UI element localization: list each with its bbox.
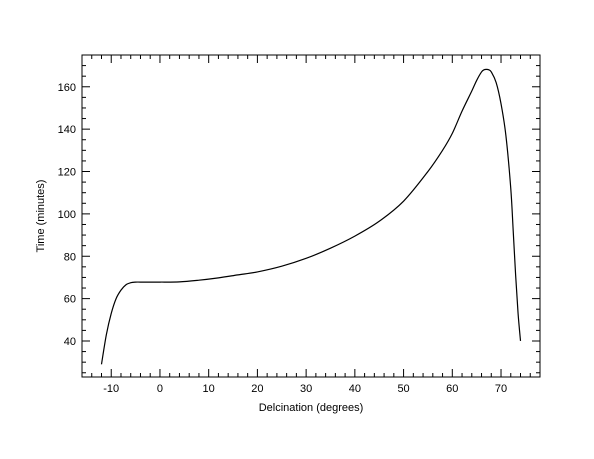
- x-tick-label: 30: [300, 383, 312, 395]
- y-axis-title: Time (minutes): [35, 180, 47, 253]
- x-tick-label: -10: [103, 383, 119, 395]
- x-tick-label: 10: [203, 383, 215, 395]
- x-tick-label: 70: [495, 383, 507, 395]
- y-tick-label: 140: [58, 124, 76, 136]
- plot-frame: [81, 54, 541, 378]
- x-tick-label: 50: [397, 383, 409, 395]
- x-tick-label: 60: [446, 383, 458, 395]
- y-tick-label: 100: [58, 209, 76, 221]
- x-tick-label: 0: [157, 383, 163, 395]
- y-tick-label: 160: [58, 82, 76, 94]
- x-tick-label: 40: [349, 383, 361, 395]
- y-tick-labels: 40 60 80 100 120 140 160: [58, 82, 76, 348]
- axis-ticks: [81, 54, 541, 377]
- series-line: [100, 68, 522, 365]
- y-tick-label: 40: [64, 336, 76, 348]
- x-axis-title: Delcination (degrees): [259, 402, 364, 414]
- x-tick-labels: -10 0 10 20 30 40 50 60 70: [103, 383, 507, 395]
- y-tick-label: 80: [64, 251, 76, 263]
- x-tick-label: 20: [251, 383, 263, 395]
- y-tick-label: 60: [64, 294, 76, 306]
- y-tick-label: 120: [58, 167, 76, 179]
